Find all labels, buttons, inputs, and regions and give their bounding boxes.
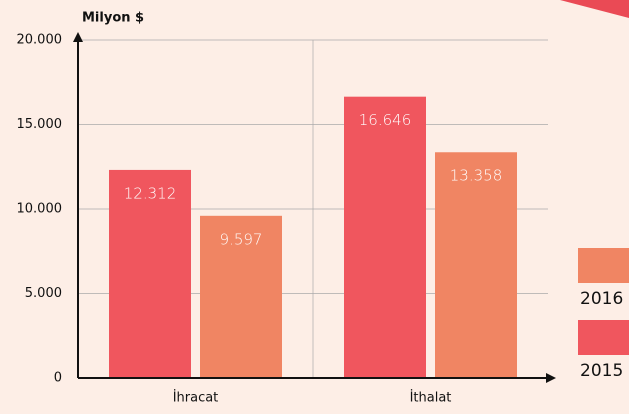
corner-decoration bbox=[560, 0, 629, 18]
y-tick-label: 10.000 bbox=[17, 202, 63, 217]
y-tick-label: 5.000 bbox=[25, 286, 62, 301]
value-label: 9.597 bbox=[220, 230, 263, 248]
y-axis-arrow bbox=[73, 32, 83, 42]
x-axis-arrow bbox=[546, 373, 556, 383]
legend-swatch bbox=[578, 320, 629, 355]
x-tick-label: İthalat bbox=[410, 390, 452, 406]
legend-swatch bbox=[578, 248, 629, 283]
bar bbox=[435, 152, 517, 378]
bar bbox=[109, 169, 191, 378]
legend-label: 2016 bbox=[580, 289, 623, 309]
legend-label: 2015 bbox=[580, 361, 623, 381]
y-tick-label: 20.000 bbox=[17, 33, 63, 48]
bar bbox=[344, 96, 426, 378]
y-axis-label: Milyon $ bbox=[82, 11, 144, 26]
x-tick-label: İhracat bbox=[173, 390, 219, 406]
bar bbox=[200, 215, 282, 378]
value-label: 16.646 bbox=[359, 111, 412, 129]
value-label: 12.312 bbox=[124, 184, 177, 202]
value-label: 13.358 bbox=[450, 167, 503, 185]
y-tick-label: 0 bbox=[54, 371, 62, 386]
y-tick-label: 15.000 bbox=[17, 117, 63, 132]
